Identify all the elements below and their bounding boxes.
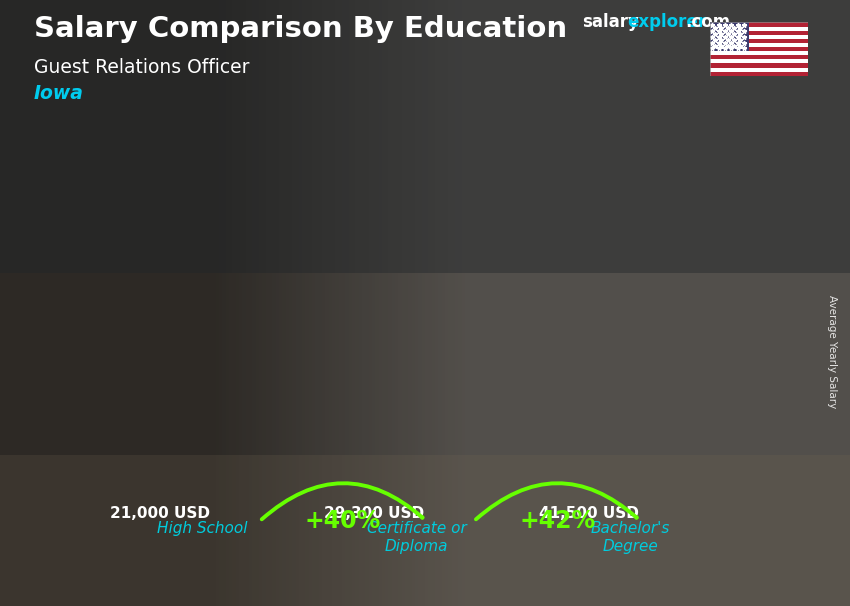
Bar	[710, 72, 808, 76]
Bar	[710, 35, 808, 39]
Text: Bachelor's
Degree: Bachelor's Degree	[591, 521, 671, 553]
Text: Average Yearly Salary: Average Yearly Salary	[827, 295, 837, 408]
Bar	[710, 47, 808, 51]
Bar	[710, 22, 808, 27]
Bar	[710, 27, 808, 31]
Text: +42%: +42%	[519, 509, 595, 533]
Text: salary: salary	[582, 13, 639, 32]
Text: Iowa: Iowa	[34, 84, 84, 102]
Bar	[710, 64, 808, 67]
Text: 41,500 USD: 41,500 USD	[539, 506, 638, 521]
Text: High School: High School	[157, 521, 247, 536]
Text: .com: .com	[685, 13, 730, 32]
Text: Certificate or
Diploma: Certificate or Diploma	[366, 521, 467, 553]
Bar	[710, 51, 808, 55]
Bar	[0, 454, 850, 606]
Text: 29,300 USD: 29,300 USD	[325, 506, 424, 521]
Text: +40%: +40%	[305, 509, 381, 533]
Bar	[710, 43, 808, 47]
Text: Guest Relations Officer: Guest Relations Officer	[34, 58, 250, 76]
Bar	[710, 39, 808, 43]
Bar	[710, 67, 808, 72]
Text: Salary Comparison By Education: Salary Comparison By Education	[34, 15, 567, 43]
Text: explorer: explorer	[627, 13, 706, 32]
Bar	[0, 273, 850, 454]
Text: 21,000 USD: 21,000 USD	[110, 506, 210, 521]
Bar	[710, 22, 749, 51]
Bar	[0, 0, 850, 273]
Bar	[710, 59, 808, 64]
Bar	[710, 31, 808, 35]
Bar	[710, 55, 808, 59]
